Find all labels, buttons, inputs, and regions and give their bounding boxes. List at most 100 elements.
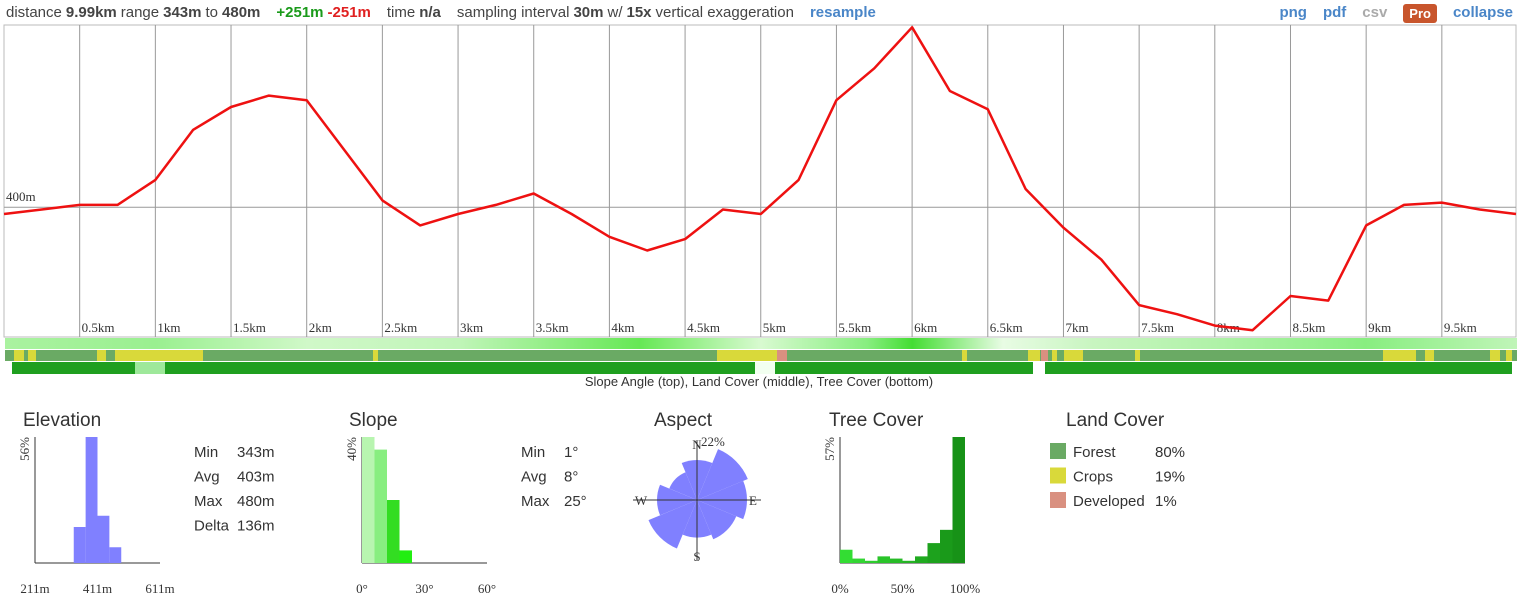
legend-name: Crops [1073, 469, 1113, 486]
x-tick-label: 2km [309, 320, 332, 335]
panel-title: Aspect [654, 410, 713, 431]
x-tick-label: 8.5km [1292, 320, 1325, 335]
summary-text: n/a [419, 4, 441, 21]
histogram-bar [915, 556, 928, 563]
stat-value: 1° [564, 444, 578, 461]
elevation-line [3, 26, 1517, 332]
histogram-bar [890, 558, 903, 563]
plot-frame [3, 24, 1517, 338]
summary-group: time n/a [387, 4, 441, 21]
resample-link[interactable]: resample [809, 4, 876, 21]
slope-strip [5, 338, 1517, 349]
direction-label: N [692, 437, 702, 452]
summary-group: +251m -251m [276, 4, 370, 21]
x-tick-label: 60° [478, 581, 496, 596]
panel-title: Tree Cover [829, 410, 924, 431]
stat-label: Min [194, 444, 218, 461]
x-tick-label: 0° [356, 581, 368, 596]
x-tick-label: 611m [145, 581, 174, 596]
x-tick-label: 30° [415, 581, 433, 596]
strip-caption: Slope Angle (top), Land Cover (middle), … [585, 374, 933, 389]
aspect-sector [697, 449, 748, 500]
x-tick-label: 50% [891, 581, 915, 596]
direction-label: E [749, 493, 757, 508]
x-tick-label: 4km [611, 320, 634, 335]
summary-text: 343m [163, 4, 202, 21]
legend-value: 80% [1155, 444, 1185, 461]
summary-text: range [120, 4, 160, 21]
stat-label: Delta [194, 518, 230, 535]
summary-bar: distance 9.99km range 343m to 480m +251m -251m t… [6, 4, 876, 21]
stat-value: 136m [237, 518, 275, 535]
x-tick-label: 3.5km [536, 320, 569, 335]
histogram-bar [387, 500, 400, 563]
toolbar-links: png pdf csv Pro collapse [1279, 4, 1513, 23]
x-tick-label: 1.5km [233, 320, 266, 335]
summary-text: to [205, 4, 219, 21]
histogram-bar [362, 437, 375, 563]
x-tick-label: 9km [1368, 320, 1391, 335]
legend-name: Developed [1073, 493, 1145, 510]
x-tick-label: 2.5km [384, 320, 417, 335]
aspect-sector [697, 500, 737, 540]
stat-label: Max [521, 493, 550, 510]
x-tick-label: 7.5km [1141, 320, 1174, 335]
x-tick-label: 9.5km [1444, 320, 1477, 335]
aspect-sector [648, 500, 697, 549]
histogram-bar [927, 543, 940, 563]
direction-label: S [693, 549, 700, 564]
legend-swatch [1050, 492, 1066, 508]
x-tick-label: 100% [950, 581, 981, 596]
histogram-bar [73, 527, 86, 563]
stat-value: 343m [237, 444, 275, 461]
stat-value: 403m [237, 469, 275, 486]
x-tick-label: 3km [460, 320, 483, 335]
panel-title: Elevation [23, 410, 101, 431]
summary-text: vertical exaggeration [655, 4, 794, 21]
summary-group: distance 9.99km range 343m to 480m [6, 4, 260, 21]
x-tick-label: 1km [157, 320, 180, 335]
toolbar-link[interactable]: collapse [1452, 4, 1513, 21]
summary-group: resample [810, 4, 876, 21]
x-tick-label: 0.5km [82, 320, 115, 335]
direction-label: W [635, 493, 648, 508]
x-tick-label: 6.5km [990, 320, 1023, 335]
x-tick-label: 411m [83, 581, 112, 596]
x-tick-label: 7km [1065, 320, 1088, 335]
x-tick-label: 4.5km [687, 320, 720, 335]
x-tick-label: 5km [763, 320, 786, 335]
histogram-bar [374, 449, 387, 563]
summary-text: 9.99km [65, 4, 117, 21]
stat-value: 8° [564, 469, 578, 486]
summary-text: 15x [626, 4, 652, 21]
summary-text: -251m [327, 4, 371, 21]
y-tick-label: 56% [17, 437, 32, 461]
summary-text: 480m [222, 4, 261, 21]
toolbar-link[interactable]: csv [1362, 4, 1388, 21]
summary-text: sampling interval [456, 4, 570, 21]
toolbar-link[interactable]: png [1279, 4, 1307, 21]
aspect-sector [669, 472, 697, 500]
stat-label: Min [521, 444, 545, 461]
toolbar-link[interactable]: pdf [1322, 4, 1347, 21]
summary-text: distance [6, 4, 62, 21]
summary-text: +251m [276, 4, 324, 21]
summary-text: 30m [573, 4, 604, 21]
x-tick-label: 0% [831, 581, 849, 596]
histogram-bar [97, 515, 110, 563]
toolbar-link[interactable]: Pro [1403, 4, 1437, 23]
histogram-bar [840, 549, 853, 563]
histogram-bar [109, 547, 122, 563]
histogram-bar [85, 437, 98, 563]
histogram-bar [865, 560, 878, 563]
x-tick-label: 6km [914, 320, 937, 335]
y-tick-label: 57% [822, 437, 837, 461]
r-tick-label: 22% [701, 434, 725, 449]
histogram-bar [902, 560, 915, 563]
legend-value: 1% [1155, 493, 1177, 510]
stat-label: Avg [194, 469, 220, 486]
legend-name: Forest [1073, 444, 1116, 461]
y-tick-label: 40% [344, 437, 359, 461]
